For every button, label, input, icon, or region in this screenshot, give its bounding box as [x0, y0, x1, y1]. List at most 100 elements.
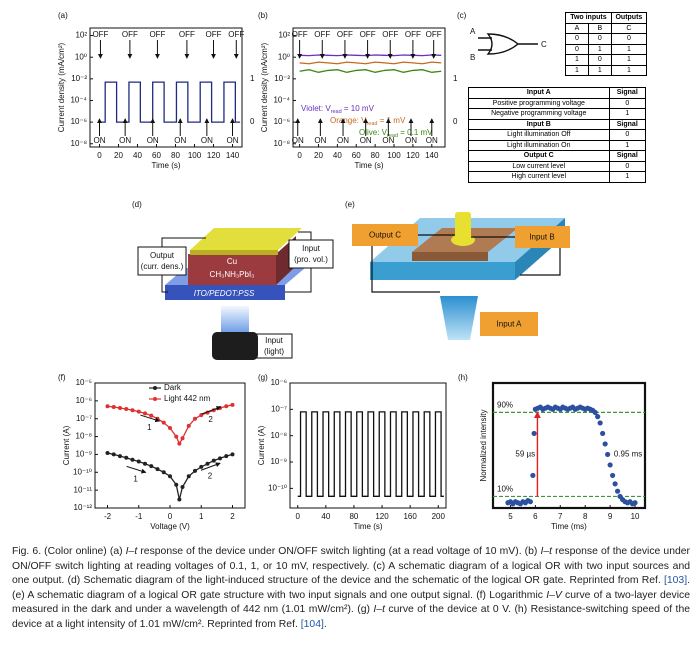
table-cell: 1 — [610, 43, 648, 55]
figure: (c) A B C (d) Cu CH₃NH₃PbI₃ ITO/PEDOT:PS… — [57, 11, 647, 531]
x-tick-label: -2 — [104, 512, 112, 521]
y-tick-label: 10⁰ — [75, 52, 87, 61]
input-label: Input B — [529, 233, 554, 242]
data-point — [149, 413, 154, 418]
legend-text: Olive: V — [359, 128, 388, 137]
data-point — [595, 414, 601, 420]
signal-label: 0 — [250, 117, 255, 126]
data-point — [607, 462, 613, 468]
off-label: OFF — [179, 30, 195, 39]
legend-entry: Olive: Vread = 0.1 mV — [359, 128, 433, 139]
table-header: Input B — [468, 118, 610, 130]
x-tick-label: 100 — [387, 151, 401, 160]
table-cell: 0 — [565, 33, 589, 45]
on-label: ON — [382, 136, 394, 145]
data-point — [143, 461, 147, 466]
y-tick-label: 10⁻⁶ — [71, 117, 87, 126]
on-label: ON — [147, 136, 159, 145]
signal-label: 1 — [250, 74, 255, 83]
panel-label: (d) — [132, 200, 142, 209]
table-row: Two inputs Outputs — [565, 12, 648, 24]
x-tick-label: 6 — [533, 512, 538, 521]
legend-entry: Orange: Vread = 1 mV — [330, 116, 406, 127]
table-cell: Low current level — [468, 160, 610, 172]
data-point — [531, 430, 537, 437]
reference-label: 10% — [497, 485, 513, 494]
table-row: Light illumination Off 0 — [468, 129, 647, 141]
input-label: Input — [302, 244, 321, 253]
data-point — [174, 482, 179, 487]
legend-text: = 1 mV — [377, 116, 405, 125]
legend-entry: Violet: Vread = 10 mV — [301, 104, 375, 115]
caption-text: [104] — [300, 618, 324, 630]
table-cell: 1 — [608, 171, 647, 183]
off-label: OFF — [314, 30, 330, 39]
output-label: Output — [150, 251, 175, 260]
annotation: 1 — [147, 423, 152, 432]
panel-label: (g) — [258, 373, 268, 382]
on-label: ON — [292, 136, 304, 145]
light-beam — [221, 306, 249, 332]
y-tick-label: 10⁻² — [274, 74, 290, 83]
legend-entry: Dark — [164, 383, 182, 392]
series-line — [107, 452, 233, 500]
on-label: ON — [227, 136, 239, 145]
data-point — [174, 434, 179, 439]
y-axis-label: Current (A) — [62, 425, 71, 465]
table-row: Input B Signal — [468, 118, 647, 130]
table-cell: A — [565, 22, 589, 34]
light-input-label: (light) — [264, 347, 284, 356]
panel-label: (f) — [58, 373, 66, 382]
x-tick-label: 80 — [349, 512, 358, 521]
on-label: ON — [94, 136, 106, 145]
annotation: 1 — [133, 475, 138, 484]
gate-input-label: B — [470, 53, 475, 62]
y-tick-label: 10² — [75, 31, 87, 40]
gate-output-label: C — [541, 40, 547, 49]
table-cell: 1 — [610, 54, 648, 66]
input-box — [480, 312, 538, 336]
legend-marker — [153, 397, 157, 401]
table-cell: 0 — [608, 129, 647, 141]
legend-text: Orange: V — [330, 116, 367, 125]
on-label: ON — [174, 136, 186, 145]
y-axis-label: Current density (mA/cm²) — [260, 42, 269, 132]
legend-marker — [153, 386, 157, 390]
data-point — [118, 454, 122, 459]
data-point — [161, 420, 166, 425]
table-cell: 0 — [565, 43, 589, 55]
on-label: ON — [201, 136, 213, 145]
table-header: Outputs — [610, 12, 648, 24]
data-point — [111, 405, 116, 410]
x-tick-label: 1 — [199, 512, 204, 521]
y-tick-label: 10⁻⁸ — [271, 431, 288, 440]
table-cell: 1 — [608, 139, 647, 151]
output-label: Output C — [369, 231, 401, 240]
data-point — [161, 470, 166, 475]
y-tick-label: 10⁰ — [278, 52, 290, 61]
table-row: Negative programming voltage 1 — [468, 108, 647, 120]
off-label: OFF — [292, 30, 308, 39]
wires — [137, 231, 334, 359]
truth-table: Two inputs Outputs A B C 0 0 0 0 1 1 1 0 1 1 1 1 — [565, 12, 648, 76]
data-point — [218, 456, 222, 461]
y-tick-label: 10⁻⁴ — [273, 96, 290, 105]
caption-text: I–t — [373, 604, 385, 616]
x-tick-label: 2 — [230, 512, 235, 521]
table-row: Input A Signal — [468, 87, 647, 99]
trend-arrow — [126, 465, 147, 474]
table-header: Input A — [468, 87, 610, 99]
signal-table: Input A Signal Positive programming voltag… — [468, 87, 647, 183]
x-tick-label: 9 — [608, 512, 613, 521]
table-cell: C — [610, 22, 648, 34]
trend-arrow — [200, 462, 221, 471]
x-tick-label: 140 — [226, 151, 240, 160]
x-tick-label: 0 — [168, 512, 173, 521]
x-tick-label: 120 — [207, 151, 221, 160]
data-point — [602, 441, 608, 447]
x-tick-label: 120 — [375, 512, 389, 521]
signal-label: 1 — [453, 74, 458, 83]
y-tick-label: 10⁻¹⁰ — [268, 483, 287, 492]
series-line — [297, 411, 444, 497]
